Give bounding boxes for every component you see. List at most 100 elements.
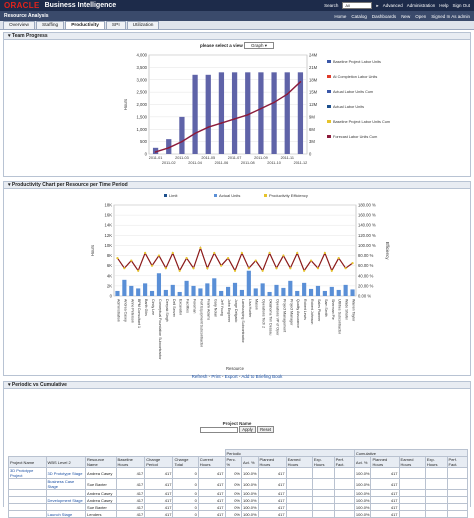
efficiency-point (137, 269, 140, 272)
value-cell (446, 478, 469, 490)
oracle-logo: ORACLE (4, 1, 40, 10)
refresh-link[interactable]: Refresh (191, 374, 208, 379)
search-icon[interactable]: ▸ (376, 2, 379, 8)
wbs-cell[interactable]: Development Stage (45, 496, 87, 504)
advanced-link[interactable]: Advanced (382, 3, 403, 8)
open-menu[interactable]: Open (415, 13, 427, 19)
column-header[interactable]: Exp. Hours (424, 456, 448, 468)
tab-utilization[interactable]: Utilization (126, 21, 160, 29)
column-header[interactable]: Earned Hours (398, 456, 426, 468)
legend-label: Actual Labor Units Cum (333, 90, 373, 94)
actual-labor-bar (218, 72, 225, 154)
administration-link[interactable]: Administration (406, 3, 436, 8)
efficiency-point (247, 267, 250, 270)
signed-in-user[interactable]: Signed In As admin (431, 13, 470, 19)
print-link[interactable]: Print (211, 374, 221, 379)
value-cell: 417 (197, 510, 226, 518)
x-tick: 2011-10 (267, 161, 281, 165)
value-cell (285, 496, 313, 504)
actual-units-bar (267, 291, 272, 296)
dashboards-menu[interactable]: Dashboards (371, 13, 397, 19)
productivity-header[interactable]: ▾ Productivity Chart per Resource per Ti… (4, 182, 470, 189)
value-cell: 0 (172, 496, 199, 504)
home-link[interactable]: Home (334, 13, 347, 19)
column-header[interactable]: Perf. Fact. (446, 456, 469, 468)
view-select[interactable]: Graph ▾ (244, 42, 275, 49)
wbs-cell[interactable]: Launch Stage (45, 510, 87, 518)
efficiency-point (226, 256, 230, 260)
catalog-link[interactable]: Catalog (351, 13, 367, 19)
value-cell: 417 (144, 510, 174, 518)
view-selector-label: please select a view (199, 43, 243, 48)
value-cell: 100.0% (353, 489, 372, 497)
y-left-tick: 12K (105, 233, 113, 238)
search-scope-select[interactable]: All (342, 2, 373, 9)
apply-button[interactable]: Apply (239, 426, 256, 433)
column-header[interactable]: Planned Hours (257, 456, 287, 468)
value-cell: 417 (257, 503, 287, 511)
value-cell (424, 489, 448, 497)
actual-labor-bar (166, 139, 172, 154)
wbs-cell[interactable]: 3D Prototype Stage (45, 467, 87, 479)
team-progress-header[interactable]: ▾ Team Progress (4, 33, 470, 40)
resource-tick: Frank Adams (206, 299, 210, 320)
actual-labor-bar (258, 72, 264, 154)
project-name-cell (8, 503, 47, 511)
value-cell: 100.0% (240, 496, 259, 504)
briefing-book-link[interactable]: Add to Briefing Book (241, 374, 283, 379)
actual-units-bar (149, 290, 155, 296)
efficiency-point (130, 259, 133, 262)
help-link[interactable]: Help (439, 3, 449, 8)
efficiency-point (323, 251, 326, 255)
column-header[interactable]: Baseline Hours (115, 456, 146, 468)
column-header[interactable]: Exp. Hours (311, 456, 335, 468)
blank-group-cell (8, 449, 226, 457)
actual-units-bar (239, 289, 244, 296)
actual-labor-bar (205, 74, 211, 154)
project-name-cell (8, 510, 47, 518)
actual-units-bar (232, 282, 238, 296)
forecast-cum-point (154, 151, 157, 153)
value-cell: 417 (144, 478, 174, 490)
column-header[interactable]: Act. % (353, 456, 372, 468)
column-header[interactable]: Earned Hours (285, 456, 313, 468)
column-header[interactable]: Change Period (144, 456, 174, 468)
wbs-cell[interactable]: Business Case Stage (45, 478, 87, 490)
actual-units-bar (343, 284, 348, 296)
dashboard-title: Resource Analysis (4, 13, 49, 19)
periodic-header[interactable]: ▾ Periodic vs Cumulative (4, 382, 470, 389)
page-tabs: Overview Staffing Productivity SPI Utili… (0, 21, 474, 30)
new-menu[interactable]: New (401, 13, 411, 19)
column-header[interactable]: Project Name (8, 456, 47, 468)
column-header[interactable]: Planned Hours (370, 456, 400, 468)
export-link[interactable]: Export (224, 374, 238, 379)
reset-button[interactable]: Reset (257, 426, 275, 433)
project-name-label: Project Name (222, 421, 252, 426)
actual-units-bar (302, 282, 307, 296)
actual-units-bar (350, 289, 355, 296)
column-header[interactable]: WBS Level 2 (45, 456, 87, 468)
column-header[interactable]: Act. % (240, 456, 259, 468)
sign-out-link[interactable]: Sign Out (452, 3, 470, 8)
forecast-cum-point (194, 132, 196, 135)
column-header[interactable]: Current Hours (197, 456, 226, 468)
tab-overview[interactable]: Overview (3, 21, 35, 29)
column-header[interactable]: Perc. % (224, 456, 242, 468)
efficiency-point (213, 251, 216, 255)
column-header[interactable]: Perf. Fact. (333, 456, 355, 468)
tab-spi[interactable]: SPI (105, 21, 126, 29)
project-name-select[interactable] (199, 426, 238, 433)
efficiency-point (150, 264, 154, 267)
value-cell (311, 489, 335, 497)
tab-productivity[interactable]: Productivity (65, 21, 105, 29)
column-header[interactable]: Resource Name (85, 456, 117, 468)
project-name-cell[interactable]: 3D Prototype Project (8, 467, 47, 479)
resource-tick: Conceptual Foundation Subcontractor (158, 299, 162, 360)
value-cell (311, 510, 335, 518)
actual-units-bar (122, 279, 127, 296)
column-header-row: Project Name WBS Level 2 Resource Name Base… (8, 456, 469, 468)
column-header[interactable]: Change Total (172, 456, 199, 468)
value-cell (311, 467, 335, 479)
resource-name-cell: Lenders (85, 510, 117, 518)
tab-staffing[interactable]: Staffing (36, 21, 65, 29)
